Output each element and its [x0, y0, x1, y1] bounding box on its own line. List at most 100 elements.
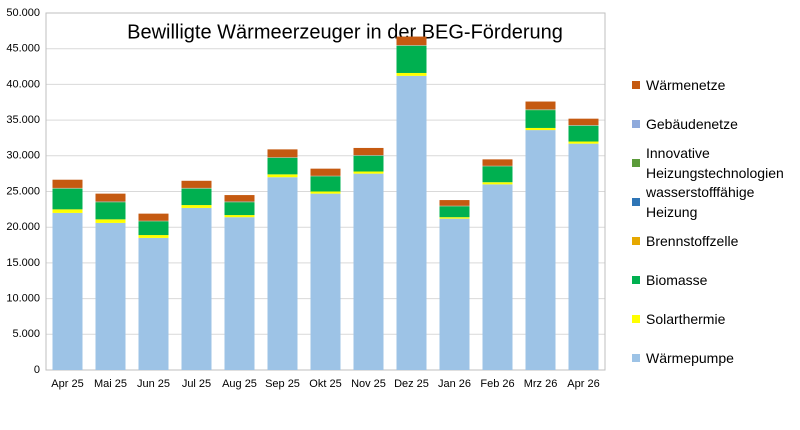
x-tick-label: Apr 26 — [567, 378, 599, 390]
bar-segment — [439, 206, 470, 218]
legend-swatch — [632, 354, 640, 362]
bar-segment — [310, 193, 341, 370]
y-tick-label: 25.000 — [6, 185, 40, 197]
bar-segment — [224, 195, 255, 202]
bar-segment — [482, 184, 513, 370]
bar-segment — [310, 176, 341, 192]
bar-segment — [568, 143, 599, 370]
x-tick-label: Mrz 26 — [524, 378, 558, 390]
bar-segment — [138, 221, 169, 236]
bar-segment — [138, 237, 169, 370]
bar-segment — [568, 125, 599, 142]
bar-segment — [482, 182, 513, 185]
legend-swatch — [632, 120, 640, 128]
legend-swatch — [632, 276, 640, 284]
legend-label: Gebäudenetze — [646, 116, 738, 132]
x-tick-label: Sep 25 — [265, 378, 300, 390]
x-tick-label: Jul 25 — [182, 378, 211, 390]
y-tick-label: 35.000 — [6, 114, 40, 126]
legend-item: Biomasse — [632, 270, 792, 290]
bar-segment — [568, 118, 599, 126]
legend-item: Solarthermie — [632, 309, 792, 329]
bar-segment — [181, 180, 212, 188]
bar-segment — [95, 222, 126, 370]
bar-segment — [353, 173, 384, 370]
x-tick-label: Aug 25 — [222, 378, 257, 390]
y-tick-label: 0 — [34, 364, 40, 376]
legend-item: Gebäudenetze — [632, 114, 792, 134]
bar-segment — [482, 166, 513, 183]
legend-label: wasserstofffähige Heizung — [646, 184, 755, 220]
legend-swatch — [632, 315, 640, 323]
y-tick-label: 15.000 — [6, 257, 40, 269]
bar-segment — [525, 130, 556, 370]
bar-segment — [396, 72, 427, 76]
bar-segment — [52, 179, 83, 188]
bar-segment — [138, 213, 169, 221]
bar-segment — [396, 45, 427, 73]
bar-segment — [267, 157, 298, 175]
legend-label: Wärmepumpe — [646, 350, 734, 366]
legend-item: Wärmepumpe — [632, 348, 792, 368]
x-tick-label: Apr 25 — [51, 378, 83, 390]
bar-segment — [267, 177, 298, 370]
bar-segment — [95, 202, 126, 220]
bar-segment — [181, 207, 212, 370]
bar-segment — [224, 217, 255, 370]
legend-label: Innovative Heizungstechnologien — [646, 145, 784, 181]
legend-label: Wärmenetze — [646, 77, 726, 93]
legend-item: Wärmenetze — [632, 75, 792, 95]
y-tick-label: 10.000 — [6, 293, 40, 305]
bar-segment — [138, 235, 169, 238]
legend-swatch — [632, 81, 640, 89]
bar-segment — [310, 168, 341, 176]
y-tick-label: 40.000 — [6, 78, 40, 90]
bar-segment — [181, 205, 212, 208]
legend-item: wasserstofffähige Heizung — [632, 182, 792, 222]
y-tick-label: 5.000 — [12, 328, 40, 340]
bar-segment — [95, 193, 126, 202]
legend-swatch — [632, 159, 640, 167]
y-tick-label: 50.000 — [6, 7, 40, 19]
x-tick-label: Mai 25 — [94, 378, 127, 390]
bar-segment — [568, 141, 599, 144]
y-tick-label: 30.000 — [6, 150, 40, 162]
x-tick-label: Jun 25 — [137, 378, 170, 390]
legend-item: Innovative Heizungstechnologien — [632, 143, 792, 183]
bar-segment — [525, 101, 556, 110]
bar-segment — [525, 110, 556, 128]
bar-segment — [525, 127, 556, 131]
bar-segment — [52, 209, 83, 213]
bar-segment — [353, 155, 384, 172]
legend-label: Biomasse — [646, 272, 708, 288]
bar-segment — [439, 200, 470, 206]
bar-segment — [224, 202, 255, 216]
bar-segment — [181, 188, 212, 206]
bar-segment — [52, 188, 83, 210]
x-tick-label: Feb 26 — [480, 378, 514, 390]
legend-label: Solarthermie — [646, 311, 726, 327]
legend-swatch — [632, 237, 640, 245]
x-tick-label: Dez 25 — [394, 378, 429, 390]
bar-segment — [482, 159, 513, 166]
bar-segment — [353, 171, 384, 174]
bar-segment — [95, 219, 126, 223]
bar-segment — [224, 215, 255, 218]
bar-segment — [52, 212, 83, 370]
bar-segment — [396, 36, 427, 46]
bar-segment — [267, 149, 298, 158]
bar-segment — [396, 75, 427, 370]
x-tick-label: Okt 25 — [309, 378, 341, 390]
legend-swatch — [632, 198, 640, 206]
bar-segment — [353, 147, 384, 156]
legend-label: Brennstoffzelle — [646, 233, 739, 249]
bar-segment — [439, 217, 470, 219]
y-tick-label: 20.000 — [6, 221, 40, 233]
x-tick-label: Jan 26 — [438, 378, 471, 390]
chart-title: Bewilligte Wärmeerzeuger in der BEG-Förd… — [127, 21, 563, 43]
bar-segment — [439, 218, 470, 370]
legend-item: Brennstoffzelle — [632, 231, 792, 251]
bar-segment — [267, 174, 298, 178]
